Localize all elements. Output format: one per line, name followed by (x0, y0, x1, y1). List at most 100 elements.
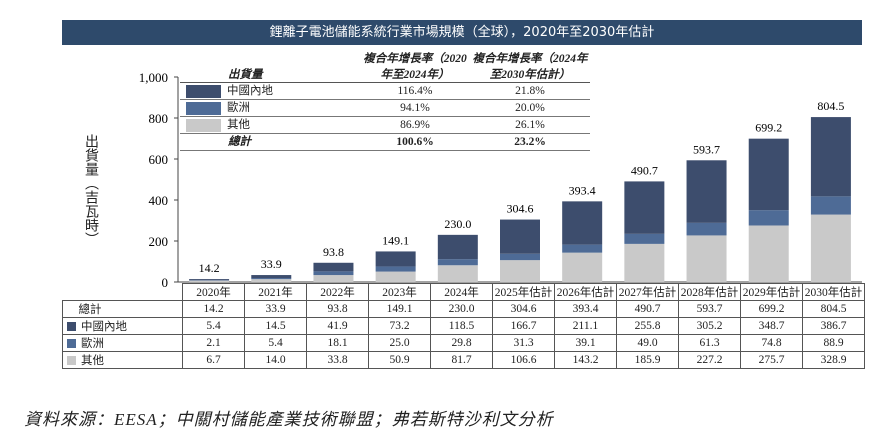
total-label: 149.1 (382, 233, 409, 247)
total-value: 699.2 (740, 300, 803, 318)
series-value: 211.1 (554, 317, 617, 335)
total-value: 14.2 (182, 300, 245, 318)
table-row-total: 總計 14.2 33.9 93.8 149.1 230.0 304.6 393.4 490.7 5… (62, 300, 865, 318)
series-name: 歐洲 (81, 338, 104, 350)
y-tick-label: 0 (162, 275, 169, 290)
y-axis-label: 出貨量（吉瓦時） (83, 134, 98, 246)
total-label: 304.6 (507, 202, 534, 216)
y-tick-label: 200 (149, 234, 169, 249)
legend-row-europe: 歐洲 94.1% 20.0% (180, 100, 590, 117)
legend-header-label: 出貨量 (228, 69, 263, 81)
bar-china (437, 234, 478, 260)
series-value: 41.9 (306, 317, 369, 335)
category-label: 2029年估計 (740, 283, 803, 301)
series-value: 227.2 (678, 351, 741, 369)
cagr-value: 116.4% (397, 85, 433, 97)
bar-other (189, 280, 230, 282)
total-label: 14.2 (199, 261, 220, 275)
category-label: 2030年估計 (802, 283, 865, 301)
y-tick-label: 400 (149, 193, 169, 208)
y-tick-label: 800 (149, 111, 169, 126)
table-header-row: 2020年 2021年 2022年 2023年 2024年 2025年估計 2026年估計 2… (62, 283, 865, 301)
bar-china (686, 160, 727, 223)
total-label: 230.0 (444, 217, 471, 231)
series-value: 328.9 (802, 351, 865, 369)
row-label: 其他 (62, 351, 183, 369)
total-value: 149.1 (368, 300, 431, 318)
category-label: 2021年 (244, 283, 307, 301)
legend-label: 總計 (228, 136, 251, 148)
bar-china (624, 181, 665, 234)
bar-europe (313, 271, 354, 276)
series-value: 74.8 (740, 334, 803, 352)
bar-china (810, 117, 851, 197)
series-value: 18.1 (306, 334, 369, 352)
cagr-header-1: 複合年增長率（2020年至2024年） (363, 53, 467, 81)
bar-europe (748, 210, 789, 226)
series-value: 255.8 (616, 317, 679, 335)
cagr-value: 21.8% (515, 85, 545, 97)
series-marker (67, 322, 76, 331)
legend-label: 其他 (227, 119, 250, 131)
row-label: 總計 (62, 300, 183, 318)
category-label: 2026年估計 (554, 283, 617, 301)
category-label: 2020年 (182, 283, 245, 301)
category-label: 2022年 (306, 283, 369, 301)
bar-china (251, 275, 292, 279)
category-label: 2027年估計 (616, 283, 679, 301)
series-value: 348.7 (740, 317, 803, 335)
chart-title: 鋰離子電池儲能系統行業市場規模（全球），2020年至2030年估計 (62, 20, 862, 45)
total-value: 393.4 (554, 300, 617, 318)
series-value: 185.9 (616, 351, 679, 369)
bar-other (562, 252, 603, 282)
series-value: 88.9 (802, 334, 865, 352)
china-swatch (186, 84, 221, 98)
bar-europe (686, 222, 727, 236)
total-label: 593.7 (693, 142, 720, 156)
total-label: 804.5 (817, 99, 844, 113)
total-value: 804.5 (802, 300, 865, 318)
legend-label: 歐洲 (227, 102, 250, 114)
legend-row-china: 中國內地 116.4% 21.8% (180, 83, 590, 100)
bar-other (500, 260, 540, 282)
bar-chart: 0 200 400 600 800 1,000 14.2 33.9 93.8 149.1 230.0… (139, 70, 862, 290)
y-tick-label: 600 (149, 152, 169, 167)
total-label: 33.9 (261, 257, 282, 271)
series-value: 2.1 (182, 334, 245, 352)
bar-europe (500, 253, 540, 261)
series-value: 29.8 (430, 334, 493, 352)
series-name: 其他 (81, 355, 104, 367)
series-value: 14.5 (244, 317, 307, 335)
bar-china (375, 251, 416, 267)
total-value: 33.9 (244, 300, 307, 318)
bar-other (437, 265, 478, 282)
series-value: 305.2 (678, 317, 741, 335)
category-label: 2028年估計 (678, 283, 741, 301)
bar-china (748, 138, 789, 211)
table-row-series: 歐洲 2.1 5.4 18.1 25.0 29.8 31.3 39.1 49.0 61.3 74.8… (62, 334, 865, 352)
cagr-value: 94.1% (400, 102, 430, 114)
series-value: 275.7 (740, 351, 803, 369)
table-row-series: 中國內地 5.4 14.5 41.9 73.2 118.5 166.7 211.1 255.8 3… (62, 317, 865, 335)
cagr-value: 23.2% (514, 136, 546, 148)
cagr-header-2: 複合年增長率（2024年至2030年估計） (472, 53, 588, 81)
series-value: 81.7 (430, 351, 493, 369)
bar-other (313, 275, 354, 282)
category-label: 2025年估計 (492, 283, 555, 301)
cagr-value: 26.1% (515, 119, 545, 131)
series-marker (67, 339, 76, 348)
bar-other (686, 235, 727, 282)
series-name: 中國內地 (81, 321, 127, 333)
series-value: 50.9 (368, 351, 431, 369)
bar-other (624, 243, 665, 282)
bar-china (313, 262, 354, 272)
bar-europe (375, 266, 416, 272)
series-value: 118.5 (430, 317, 493, 335)
row-label: 中國內地 (62, 317, 183, 335)
total-value: 593.7 (678, 300, 741, 318)
total-label: 393.4 (569, 183, 596, 197)
europe-swatch (186, 101, 221, 115)
series-value: 33.8 (306, 351, 369, 369)
category-label: 2023年 (368, 283, 431, 301)
bar-europe (810, 196, 851, 215)
